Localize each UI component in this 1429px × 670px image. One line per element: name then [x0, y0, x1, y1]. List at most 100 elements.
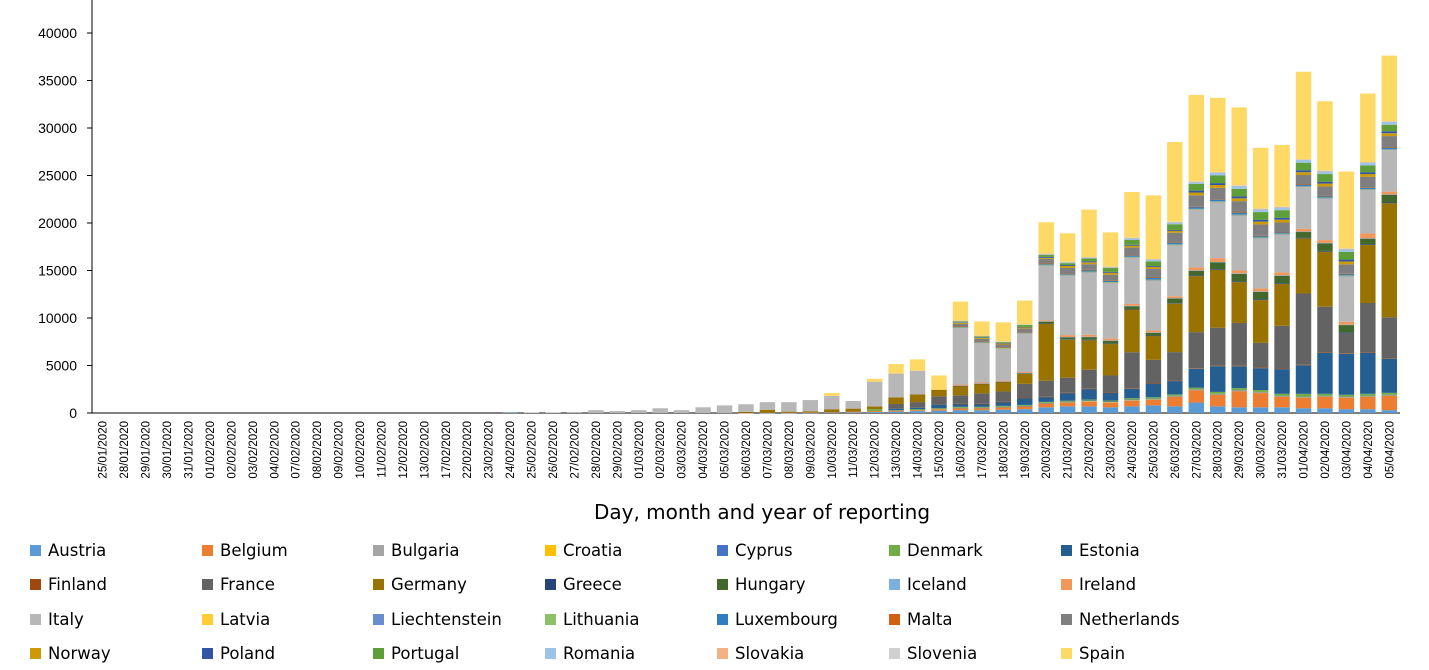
bar-segment-netherlands [1059, 267, 1076, 274]
legend-item-estonia: Estonia [1061, 541, 1140, 560]
bar-segment-italy [1360, 189, 1376, 234]
bar-segment-france [1360, 302, 1376, 353]
legend-swatch [1061, 545, 1072, 556]
bar-segment-poland [1210, 183, 1226, 185]
bar-segment-lithuania [1338, 275, 1355, 276]
bar-segment-austria [866, 412, 883, 413]
bar-segment-spain [1338, 171, 1355, 249]
bar-segment-lithuania [1295, 186, 1312, 187]
bar-segment-austria [952, 410, 969, 413]
x-tick-label: 17/03/2020 [977, 421, 989, 479]
bar-segment-luxembourg [1102, 280, 1119, 282]
x-tick-label: 26/02/2020 [548, 421, 560, 479]
bar-segment-lithuania [974, 342, 990, 343]
bar-segment-spain [1059, 233, 1076, 262]
bar-segment-italy [1038, 265, 1054, 321]
bar-segment-belgium [1102, 402, 1119, 408]
bar-segment-italy [1124, 257, 1140, 304]
bar-segment-iceland [995, 381, 1012, 383]
bar-segment-bulgaria [1038, 403, 1054, 404]
bar-segment-hungary [1210, 262, 1226, 269]
bar-segment-liechtenstein [1381, 149, 1397, 150]
bar-segment-lithuania [995, 347, 1012, 349]
bar-segment-germany [1124, 309, 1140, 353]
bar-segment-liechtenstein [1317, 197, 1333, 199]
x-tick-label: 07/02/2020 [291, 421, 303, 479]
bar-segment-portugal [974, 336, 990, 338]
legend-item-france: France [202, 575, 275, 594]
bar-segment-hungary [1274, 275, 1290, 284]
bar-segment-germany [1295, 238, 1312, 294]
bar-segment-austria [824, 412, 840, 414]
bar-segment-iceland [1295, 231, 1312, 233]
bar-segment-lithuania [1210, 201, 1226, 202]
bar-segment-estonia [888, 408, 904, 411]
x-tick-label: 09/03/2020 [805, 421, 817, 479]
bar-segment-slovakia [1252, 208, 1269, 210]
bar-segment-bulgaria [1124, 400, 1140, 401]
x-tick-label: 28/01/2020 [119, 421, 131, 479]
legend-label: Liechtenstein [391, 610, 502, 629]
bar-segment-denmark [1338, 394, 1355, 397]
legend-label: Germany [391, 575, 467, 594]
bar-segment-iceland [1252, 291, 1269, 292]
bar-segment-germany [952, 385, 969, 396]
legend-swatch [373, 545, 384, 556]
bar-segment-bulgaria [1059, 402, 1076, 403]
bar-segment-estonia [995, 402, 1012, 406]
bar-segment-norway [1274, 219, 1290, 223]
bar-segment-lithuania [1124, 256, 1140, 258]
legend-swatch [30, 579, 41, 590]
bar-segment-poland [995, 343, 1012, 344]
legend-swatch [889, 648, 900, 659]
bar-segment-greece [1038, 323, 1054, 324]
bar-segment-denmark [1381, 392, 1397, 395]
bar-segment-belgium [888, 410, 904, 412]
bar-segment-belgium [866, 411, 883, 413]
bar-segment-norway [1317, 183, 1333, 187]
bar-segment-hungary [1081, 337, 1097, 340]
bar-segment-italy [1210, 202, 1226, 259]
bar-segment-finland [1274, 368, 1290, 370]
legend-label: Luxembourg [735, 610, 838, 629]
x-tick-label: 26/03/2020 [1170, 421, 1182, 479]
bar-segment-ireland [952, 384, 969, 386]
bar-segment-iceland [1167, 298, 1183, 299]
bar-segment-belgium [759, 412, 776, 414]
bar-segment-cyprus [1081, 400, 1097, 402]
bar-segment-cyprus [1252, 391, 1269, 393]
bar-segment-norway [1231, 198, 1247, 202]
bar-segment-italy [1274, 234, 1290, 273]
x-tick-label: 29/01/2020 [141, 421, 153, 479]
bar-segment-slovenia [1338, 248, 1355, 249]
bar-segment-estonia [1360, 352, 1376, 394]
x-tick-label: 08/03/2020 [784, 421, 796, 479]
bar-segment-belgium [1188, 390, 1205, 403]
bar-segment-hungary [1124, 306, 1140, 309]
bar-segment-belgium [1167, 396, 1183, 407]
bar-segment-denmark [1145, 397, 1162, 399]
bar-segment-estonia [1231, 366, 1247, 389]
legend-label: Greece [563, 575, 622, 594]
bar-segment-slovakia [1124, 237, 1140, 239]
bar-segment-iceland [974, 383, 990, 384]
legend-swatch [30, 614, 41, 625]
bar-segment-malta [995, 347, 1012, 348]
bar-segment-belgium [952, 408, 969, 411]
bar-segment-romania [1059, 262, 1076, 264]
bar-segment-lithuania [1038, 264, 1054, 266]
bar-segment-italy [1317, 198, 1333, 241]
bar-segment-cyprus [1124, 399, 1140, 401]
bar-segment-estonia [1381, 358, 1397, 393]
bar-segment-malta [1338, 273, 1355, 275]
bar-segment-italy [673, 410, 690, 413]
bar-segment-germany [738, 411, 754, 413]
bar-segment-hungary [1360, 238, 1376, 245]
bar-segment-france [1231, 322, 1247, 366]
bar-segment-malta [1102, 280, 1119, 281]
bar-segment-hungary [1317, 243, 1333, 251]
bar-segment-cyprus [995, 406, 1012, 408]
x-tick-label: 24/03/2020 [1127, 421, 1139, 479]
bar-segment-ireland [1017, 372, 1033, 374]
x-tick-label: 12/03/2020 [870, 421, 882, 479]
